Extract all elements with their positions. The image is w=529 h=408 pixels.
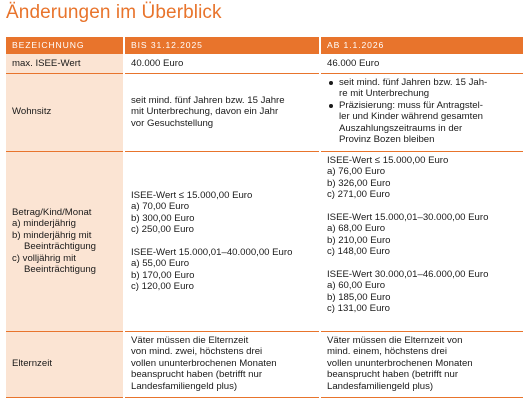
- group-heading: ISEE-Wert 30.000,01–46.000,00 Euro: [327, 268, 489, 280]
- amount-item: a) 68,00 Euro: [327, 223, 386, 234]
- text-line: Landesfamiliengeld plus): [131, 380, 238, 392]
- text-line: seit mind. fünf Jahren bzw. 15 Jahre: [131, 94, 285, 106]
- text-line: Präzisierung: muss für Antragstel-: [339, 99, 483, 111]
- label-line: Beeinträchtigung: [24, 241, 97, 252]
- row-label-wohnsitz: Wohnsitz: [6, 73, 125, 152]
- bullet-icon: [329, 103, 333, 108]
- text-line: Väter müssen die Elternzeit: [131, 334, 249, 346]
- isee-old-value: 40.000 Euro: [124, 54, 321, 74]
- text-line: re mit Unterbrechung: [339, 88, 430, 99]
- betrag-new: ISEE-Wert ≤ 15.000,00 Euro a) 76,00 Euro…: [320, 151, 523, 332]
- isee-group-old-2: ISEE-Wert 15.000,01–40.000,00 Euro a) 55…: [131, 247, 313, 293]
- wohnsitz-new: seit mind. fünf Jahren bzw. 15 Jah- re m…: [320, 73, 523, 152]
- bullet-icon: [329, 80, 333, 85]
- amount-item: c) 148,00 Euro: [327, 246, 390, 257]
- group-heading: ISEE-Wert 15.000,01–40.000,00 Euro: [131, 246, 293, 258]
- text-line: mind. einem, höchstens drei: [327, 346, 447, 357]
- text-line: vor Gesuchstellung: [131, 117, 214, 129]
- table-row-elternzeit: Elternzeit Väter müssen die Elternzeit v…: [6, 331, 523, 398]
- elternzeit-old: Väter müssen die Elternzeit von mind. zw…: [124, 331, 321, 398]
- text-line: beansprucht haben (betrifft nur: [327, 369, 459, 380]
- text-line: Provinz Bozen bleiben: [339, 134, 435, 145]
- elternzeit-new: Väter müssen die Elternzeit von mind. ei…: [320, 331, 523, 398]
- row-label-elternzeit: Elternzeit: [6, 331, 125, 398]
- header-bis-2025: BIS 31.12.2025: [124, 37, 321, 54]
- comparison-table: BEZEICHNUNG BIS 31.12.2025 AB 1.1.2026 m…: [6, 37, 523, 398]
- text-line: beansprucht haben (betrifft nur: [131, 369, 263, 380]
- header-bezeichnung: BEZEICHNUNG: [6, 37, 125, 54]
- label-line: a) minderjährig: [12, 218, 76, 229]
- list-item: Präzisierung: muss für Antragstel- ler u…: [329, 99, 517, 146]
- amount-item: b) 300,00 Euro: [131, 212, 195, 224]
- amount-item: c) 131,00 Euro: [327, 303, 390, 314]
- isee-group-new-2: ISEE-Wert 15.000,01–30.000,00 Euro a) 68…: [327, 212, 517, 258]
- label-line: b) minderjährig mit: [12, 229, 92, 241]
- table-row-wohnsitz: Wohnsitz seit mind. fünf Jahren bzw. 15 …: [6, 73, 523, 152]
- text-line: Väter müssen die Elternzeit von: [327, 334, 463, 346]
- amount-item: c) 271,00 Euro: [327, 189, 390, 200]
- amount-item: a) 76,00 Euro: [327, 166, 386, 177]
- amount-item: a) 70,00 Euro: [131, 201, 190, 212]
- wohnsitz-new-list: seit mind. fünf Jahren bzw. 15 Jah- re m…: [327, 77, 517, 146]
- label-line: c) volljährig mit: [12, 252, 76, 264]
- page-title: Änderungen im Überblick: [6, 2, 222, 23]
- table-header-row: BEZEICHNUNG BIS 31.12.2025 AB 1.1.2026: [6, 37, 523, 54]
- text-line: von mind. zwei, höchstens drei: [131, 346, 263, 357]
- group-heading: ISEE-Wert ≤ 15.000,00 Euro: [131, 189, 253, 201]
- amount-item: b) 185,00 Euro: [327, 291, 391, 303]
- isee-group-new-3: ISEE-Wert 30.000,01–46.000,00 Euro a) 60…: [327, 269, 517, 315]
- text-line: seit mind. fünf Jahren bzw. 15 Jah-: [339, 76, 488, 88]
- group-heading: ISEE-Wert ≤ 15.000,00 Euro: [327, 154, 449, 166]
- amount-item: c) 120,00 Euro: [131, 281, 194, 292]
- text-line: vollen ununterbrochenen Monaten: [131, 357, 277, 369]
- text-line: vollen ununterbrochenen Monaten: [327, 357, 473, 369]
- text-line: ler und Kinder während gesamten: [339, 111, 483, 122]
- text-line: Auszahlungszeitraums in der: [339, 122, 463, 134]
- isee-group-new-1: ISEE-Wert ≤ 15.000,00 Euro a) 76,00 Euro…: [327, 155, 517, 201]
- table-row-betrag: Betrag/Kind/Monat a) minderjährig b) min…: [6, 151, 523, 332]
- amount-item: b) 170,00 Euro: [131, 269, 195, 281]
- text-line: Landesfamiliengeld plus): [327, 380, 434, 392]
- group-heading: ISEE-Wert 15.000,01–30.000,00 Euro: [327, 211, 489, 223]
- wohnsitz-old: seit mind. fünf Jahren bzw. 15 Jahre mit…: [124, 73, 321, 152]
- row-label-isee: max. ISEE-Wert: [6, 54, 125, 74]
- amount-item: c) 250,00 Euro: [131, 224, 194, 235]
- header-ab-2026: AB 1.1.2026: [320, 37, 523, 54]
- amount-item: a) 60,00 Euro: [327, 280, 386, 291]
- label-line: Beeinträchtigung: [24, 264, 97, 275]
- amount-item: b) 210,00 Euro: [327, 234, 391, 246]
- isee-new-value: 46.000 Euro: [320, 54, 523, 74]
- isee-group-old-1: ISEE-Wert ≤ 15.000,00 Euro a) 70,00 Euro…: [131, 190, 313, 236]
- text-line: mit Unterbrechung, davon ein Jahr: [131, 106, 279, 118]
- amount-item: b) 326,00 Euro: [327, 177, 391, 189]
- label-line: Betrag/Kind/Monat: [12, 206, 92, 218]
- table-row-isee: max. ISEE-Wert 40.000 Euro 46.000 Euro: [6, 54, 523, 74]
- betrag-old: ISEE-Wert ≤ 15.000,00 Euro a) 70,00 Euro…: [124, 151, 321, 332]
- amount-item: a) 55,00 Euro: [131, 258, 190, 269]
- list-item: seit mind. fünf Jahren bzw. 15 Jah- re m…: [329, 76, 517, 100]
- row-label-betrag: Betrag/Kind/Monat a) minderjährig b) min…: [6, 151, 125, 332]
